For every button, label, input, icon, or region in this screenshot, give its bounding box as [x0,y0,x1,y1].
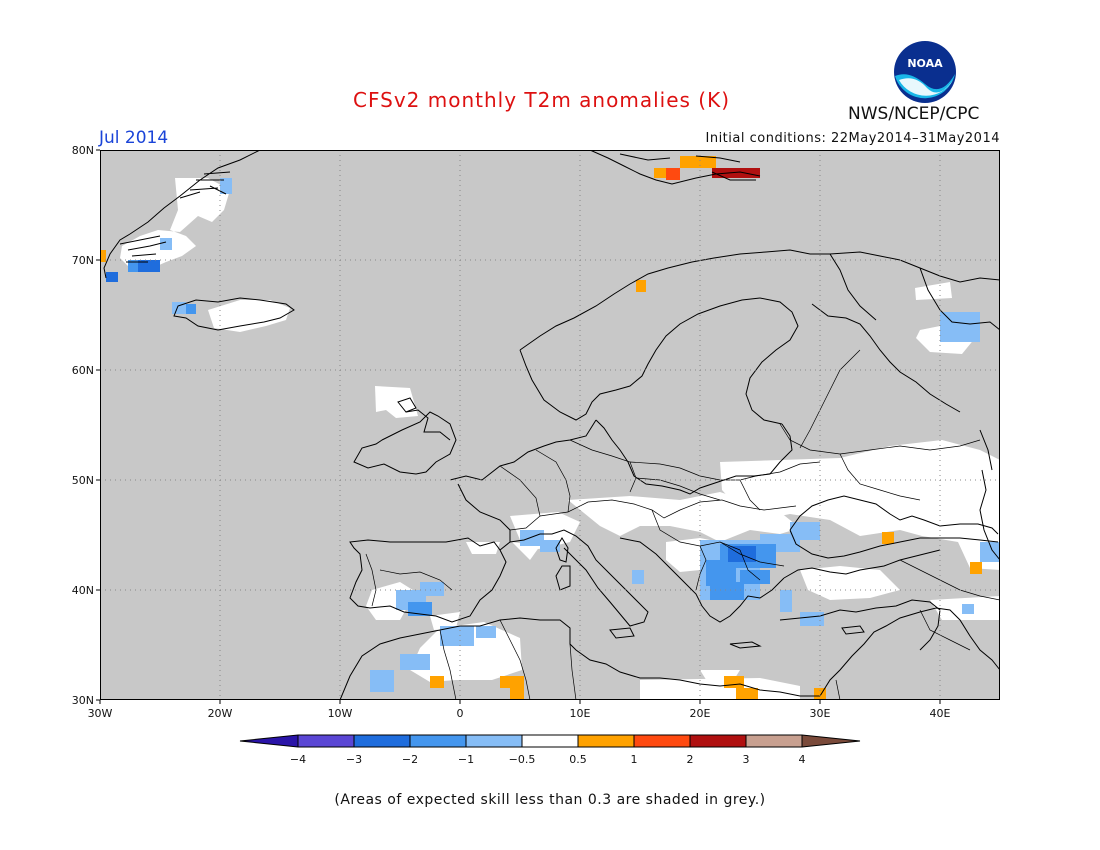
initial-conditions: Initial conditions: 22May2014–31May2014 [705,131,1000,146]
colorbar-segment [522,735,578,747]
organization-label: NWS/NCEP/CPC [848,104,980,124]
colorbar-label: 0.5 [569,753,587,766]
latitude-axis: 80N 70N 60N 50N 40N 30N [72,144,100,707]
colorbar-label: 1 [631,753,638,766]
country-borders [365,349,1000,700]
anomaly-plus-1 [666,168,680,180]
footnote: (Areas of expected skill less than 0.3 a… [334,792,766,808]
longitude-axis: 30W 20W 10W 0 10E 20E 30E 40E [88,700,951,720]
anomaly-minus-2 [106,260,756,562]
anomaly-plus-0p5 [100,156,982,700]
colorbar-label: 4 [799,753,806,766]
colorbar-segment [240,735,298,747]
lon-label: 30E [810,707,831,720]
anomaly-plus-2 [712,168,760,178]
lat-label: 70N [72,254,94,267]
colorbar-label: −0.5 [509,753,536,766]
coastlines [103,150,1000,700]
graticule [100,150,1000,700]
colorbar-segment [466,735,522,747]
colorbar-label: −2 [402,753,418,766]
colorbar-segment [802,735,860,747]
logo-text: NOAA [907,57,943,70]
colorbar-segment [298,735,354,747]
colorbar-segment [410,735,466,747]
colorbar-legend: −4 −3 −2 −1 −0.5 0.5 1 2 3 4 [239,734,861,766]
lat-label: 80N [72,144,94,157]
lat-label: 60N [72,364,94,377]
lon-label: 10E [570,707,591,720]
map-background [100,150,1000,700]
colorbar-segment [578,735,634,747]
anomaly-map [100,150,1000,700]
anomaly-minus-1 [128,260,776,616]
colorbar-segment [690,735,746,747]
lon-label: 40E [930,707,951,720]
colorbar-segment [746,735,802,747]
colorbar-segment [354,735,410,747]
colorbar-segment [634,735,690,747]
lon-label: 10W [328,707,353,720]
colorbar-label: 2 [687,753,694,766]
noaa-logo-icon: NOAA [894,41,956,103]
lon-label: 30W [88,707,113,720]
lat-label: 50N [72,474,94,487]
lat-label: 30N [72,694,94,707]
forecast-month: Jul 2014 [99,128,169,148]
colorbar-label: 3 [743,753,750,766]
lon-label: 20W [208,707,233,720]
lon-label: 0 [457,707,464,720]
colorbar-label: −1 [458,753,474,766]
lon-label: 20E [690,707,711,720]
chart-title: CFSv2 monthly T2m anomalies (K) [353,88,730,112]
colorbar-label: −4 [290,753,306,766]
lat-label: 40N [72,584,94,597]
colorbar-label: −3 [346,753,362,766]
